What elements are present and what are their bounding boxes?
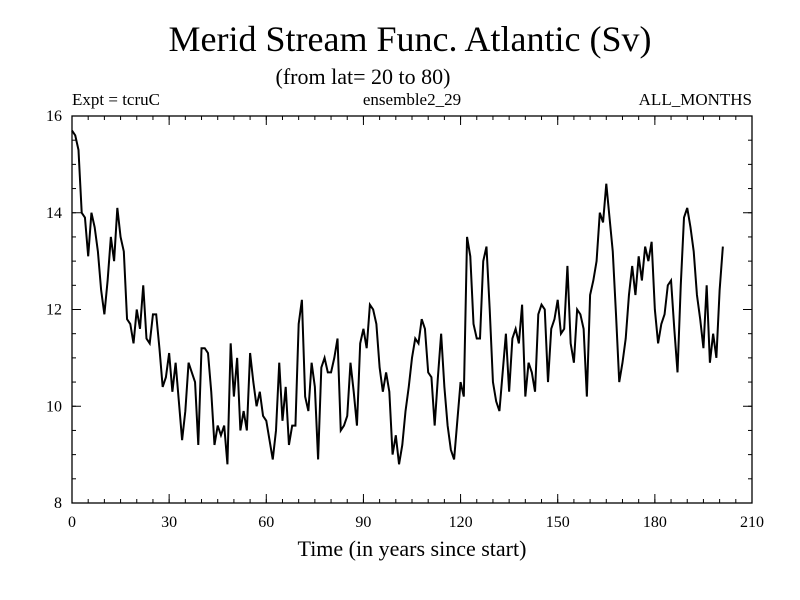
x-axis-label: Time (in years since start): [298, 536, 527, 561]
chart-title: Merid Stream Func. Atlantic (Sv): [169, 19, 652, 59]
y-tick-label: 10: [46, 398, 62, 415]
y-tick-labels: 8 10 12 14 16: [46, 108, 62, 512]
x-tick-label: 180: [643, 514, 667, 531]
y-tick-label: 14: [46, 205, 62, 222]
series-line: [71, 129, 724, 465]
minor-ticks: [71, 115, 753, 504]
plot-frame: [71, 115, 753, 504]
major-ticks: [71, 115, 753, 504]
x-tick-label: 210: [740, 514, 764, 531]
annotation-ensemble: ensemble2_29: [363, 90, 461, 109]
x-tick-label: 30: [161, 514, 177, 531]
x-tick-label: 90: [355, 514, 371, 531]
x-tick-label: 120: [449, 514, 473, 531]
annotation-months: ALL_MONTHS: [639, 90, 752, 109]
chart-subtitle: (from lat= 20 to 80): [276, 64, 451, 89]
x-tick-labels: 0 30 60 90 120 150 180 210: [68, 514, 764, 531]
y-tick-label: 16: [46, 108, 62, 125]
x-tick-label: 60: [258, 514, 274, 531]
annotation-experiment: Expt = tcruC: [72, 90, 160, 109]
y-tick-label: 12: [46, 302, 62, 319]
x-tick-label: 0: [68, 514, 76, 531]
x-tick-label: 150: [546, 514, 570, 531]
y-tick-label: 8: [54, 495, 62, 512]
